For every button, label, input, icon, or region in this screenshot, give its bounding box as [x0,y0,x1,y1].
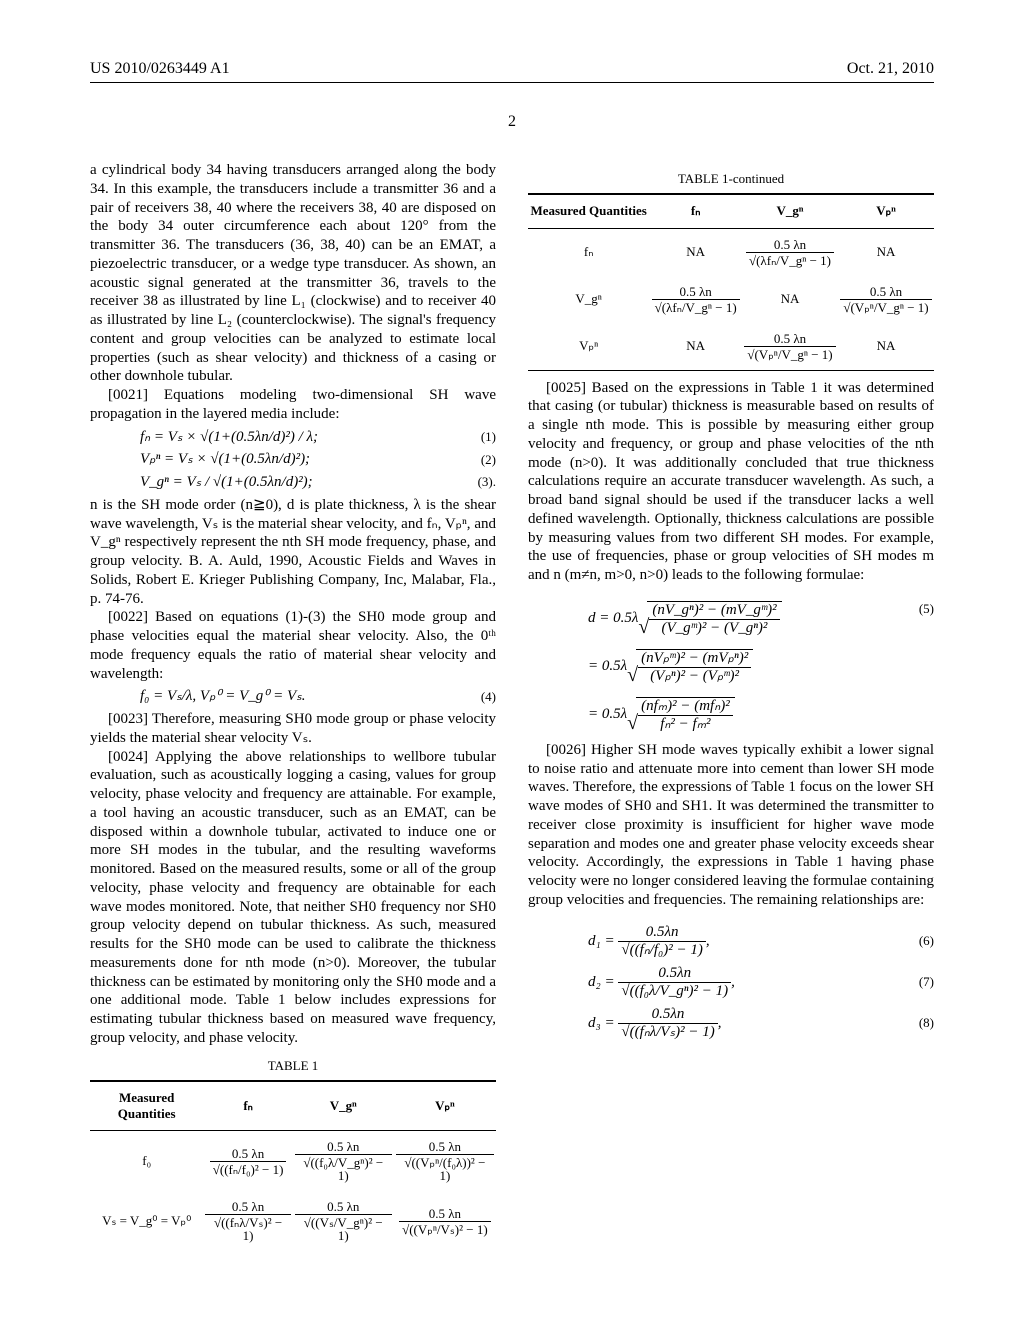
table-row: f₀ 0.5 λn√((fₙ/f₀)² − 1) 0.5 λn√((f₀λ/V_… [90,1131,496,1192]
table-row: Vₛ = V_g⁰ = Vₚ⁰ 0.5 λn√((fₙλ/Vₛ)² − 1) 0… [90,1191,496,1251]
body-text: n is the SH mode order (n≧0), d is plate… [90,496,496,609]
table-row: fₙ NA 0.5 λn√(λfₙ/V_gⁿ − 1) NA [528,228,934,276]
col-head: Vₚⁿ [838,195,934,228]
right-column: TABLE 1-continued Measured Quantities fₙ… [528,161,934,1251]
equation-3: V_gⁿ = Vₛ / √(1+(0.5λn/d)²); (3). [140,473,496,492]
equation-4: f₀ = Vₛ/λ, Vₚ⁰ = V_g⁰ = Vₛ. (4) [140,687,496,706]
table-1-caption: TABLE 1 [90,1058,496,1074]
col-head: V_gⁿ [742,195,838,228]
table-row: Vₚⁿ NA 0.5 λn√(Vₚⁿ/V_gⁿ − 1) NA [528,323,934,370]
col-head: Measured Quantities [90,1081,203,1131]
paragraph-0026: [0026] Higher SH mode waves typically ex… [528,741,934,910]
body-text: a cylindrical body 34 having transducers… [90,161,496,386]
equation-6: d₁ = 0.5λn√((fₙ/f₀)² − 1), (6) [588,924,934,959]
equation-5-block: d = 0.5λ √ (nV_gⁿ)² − (mV_gᵐ)²(V_gᵐ)² − … [528,601,934,733]
equation-8: d₃ = 0.5λn√((fₙλ/Vₛ)² − 1), (8) [588,1006,934,1041]
col-head: Measured Quantities [528,195,649,228]
table-1-continued: Measured Quantities fₙ V_gⁿ Vₚⁿ fₙ NA 0.… [528,193,934,370]
col-head: Vₚⁿ [394,1081,496,1131]
equation-2: Vₚⁿ = Vₛ × √(1+(0.5λn/d)²); (2) [140,450,496,469]
paragraph-0025: [0025] Based on the expressions in Table… [528,379,934,585]
paragraph-0021: [0021] Equations modeling two-dimensiona… [90,386,496,424]
two-column-layout: a cylindrical body 34 having transducers… [90,161,934,1251]
table-1-cont-caption: TABLE 1-continued [528,171,934,187]
table-1: Measured Quantities fₙ V_gⁿ Vₚⁿ f₀ 0.5 λ… [90,1080,496,1252]
col-head: fₙ [203,1081,292,1131]
col-head: fₙ [649,195,742,228]
col-head: V_gⁿ [293,1081,394,1131]
header-rule [90,82,934,83]
publication-date: Oct. 21, 2010 [847,60,934,78]
page-header: US 2010/0263449 A1 Oct. 21, 2010 [90,60,934,78]
equation-7: d₂ = 0.5λn√((f₀λ/V_gⁿ)² − 1), (7) [588,965,934,1000]
table-row: V_gⁿ 0.5 λn√(λfₙ/V_gⁿ − 1) NA 0.5 λn√(Vₚ… [528,276,934,323]
page-number: 2 [90,113,934,131]
equation-1: fₙ = Vₛ × √(1+(0.5λn/d)²) / λ; (1) [140,428,496,447]
paragraph-0022: [0022] Based on equations (1)-(3) the SH… [90,608,496,683]
paragraph-0023: [0023] Therefore, measuring SH0 mode gro… [90,710,496,748]
publication-number: US 2010/0263449 A1 [90,60,230,78]
paragraph-0024: [0024] Applying the above relationships … [90,748,496,1048]
left-column: a cylindrical body 34 having transducers… [90,161,496,1251]
